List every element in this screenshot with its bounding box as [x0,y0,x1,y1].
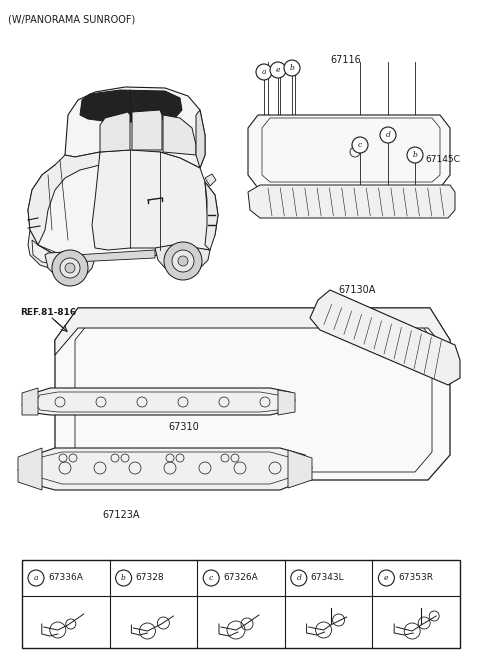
Polygon shape [310,290,460,385]
Polygon shape [55,308,450,355]
Circle shape [378,570,395,586]
Circle shape [256,64,272,80]
Polygon shape [163,115,196,155]
Circle shape [164,242,202,280]
Polygon shape [155,245,210,272]
Circle shape [270,62,286,78]
Polygon shape [22,388,38,415]
Text: 67130A: 67130A [338,285,375,295]
Polygon shape [28,230,72,272]
Polygon shape [132,110,162,150]
Polygon shape [278,390,295,415]
Circle shape [380,127,396,143]
Circle shape [65,263,75,273]
Polygon shape [248,115,450,188]
Circle shape [60,258,80,278]
Text: a: a [262,68,266,76]
Text: c: c [358,141,362,149]
Text: b: b [121,574,126,582]
Text: 67328: 67328 [135,573,164,583]
Polygon shape [75,250,155,262]
Text: b: b [413,151,418,159]
Polygon shape [196,110,205,168]
Circle shape [172,250,194,272]
Text: b: b [289,64,294,72]
Polygon shape [55,308,450,480]
Polygon shape [28,152,100,245]
Text: d: d [296,574,301,582]
Circle shape [52,250,88,286]
Polygon shape [18,448,42,490]
Text: e: e [276,66,280,74]
Circle shape [203,570,219,586]
Polygon shape [100,112,130,152]
Text: REF.81-816: REF.81-816 [20,308,76,317]
Text: a: a [34,574,38,582]
Polygon shape [28,150,218,258]
Text: 67336A: 67336A [48,573,83,583]
Circle shape [407,147,423,163]
Polygon shape [80,90,182,122]
Text: 67310: 67310 [168,422,199,432]
Polygon shape [18,448,312,490]
Circle shape [284,60,300,76]
Polygon shape [45,252,95,278]
Text: 67326A: 67326A [223,573,258,583]
Text: c: c [209,574,213,582]
Text: 67353R: 67353R [398,573,433,583]
Circle shape [178,256,188,266]
Text: 67123A: 67123A [102,510,140,520]
Circle shape [352,137,368,153]
Text: 67343L: 67343L [311,573,345,583]
Text: (W/PANORAMA SUNROOF): (W/PANORAMA SUNROOF) [8,14,135,24]
Polygon shape [205,182,218,250]
Circle shape [291,570,307,586]
Polygon shape [288,450,312,488]
Text: 67116: 67116 [330,55,361,65]
Text: d: d [385,131,390,139]
Polygon shape [205,174,216,186]
Polygon shape [22,388,295,415]
Circle shape [116,570,132,586]
Polygon shape [92,150,210,250]
Polygon shape [248,185,455,218]
Text: e: e [384,574,389,582]
Text: 67145C: 67145C [425,155,460,164]
Circle shape [28,570,44,586]
Polygon shape [22,560,460,648]
Polygon shape [65,87,205,168]
